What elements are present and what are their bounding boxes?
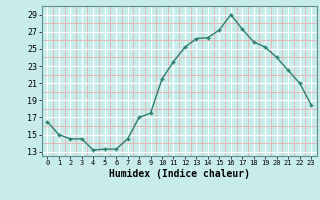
X-axis label: Humidex (Indice chaleur): Humidex (Indice chaleur) <box>109 169 250 179</box>
